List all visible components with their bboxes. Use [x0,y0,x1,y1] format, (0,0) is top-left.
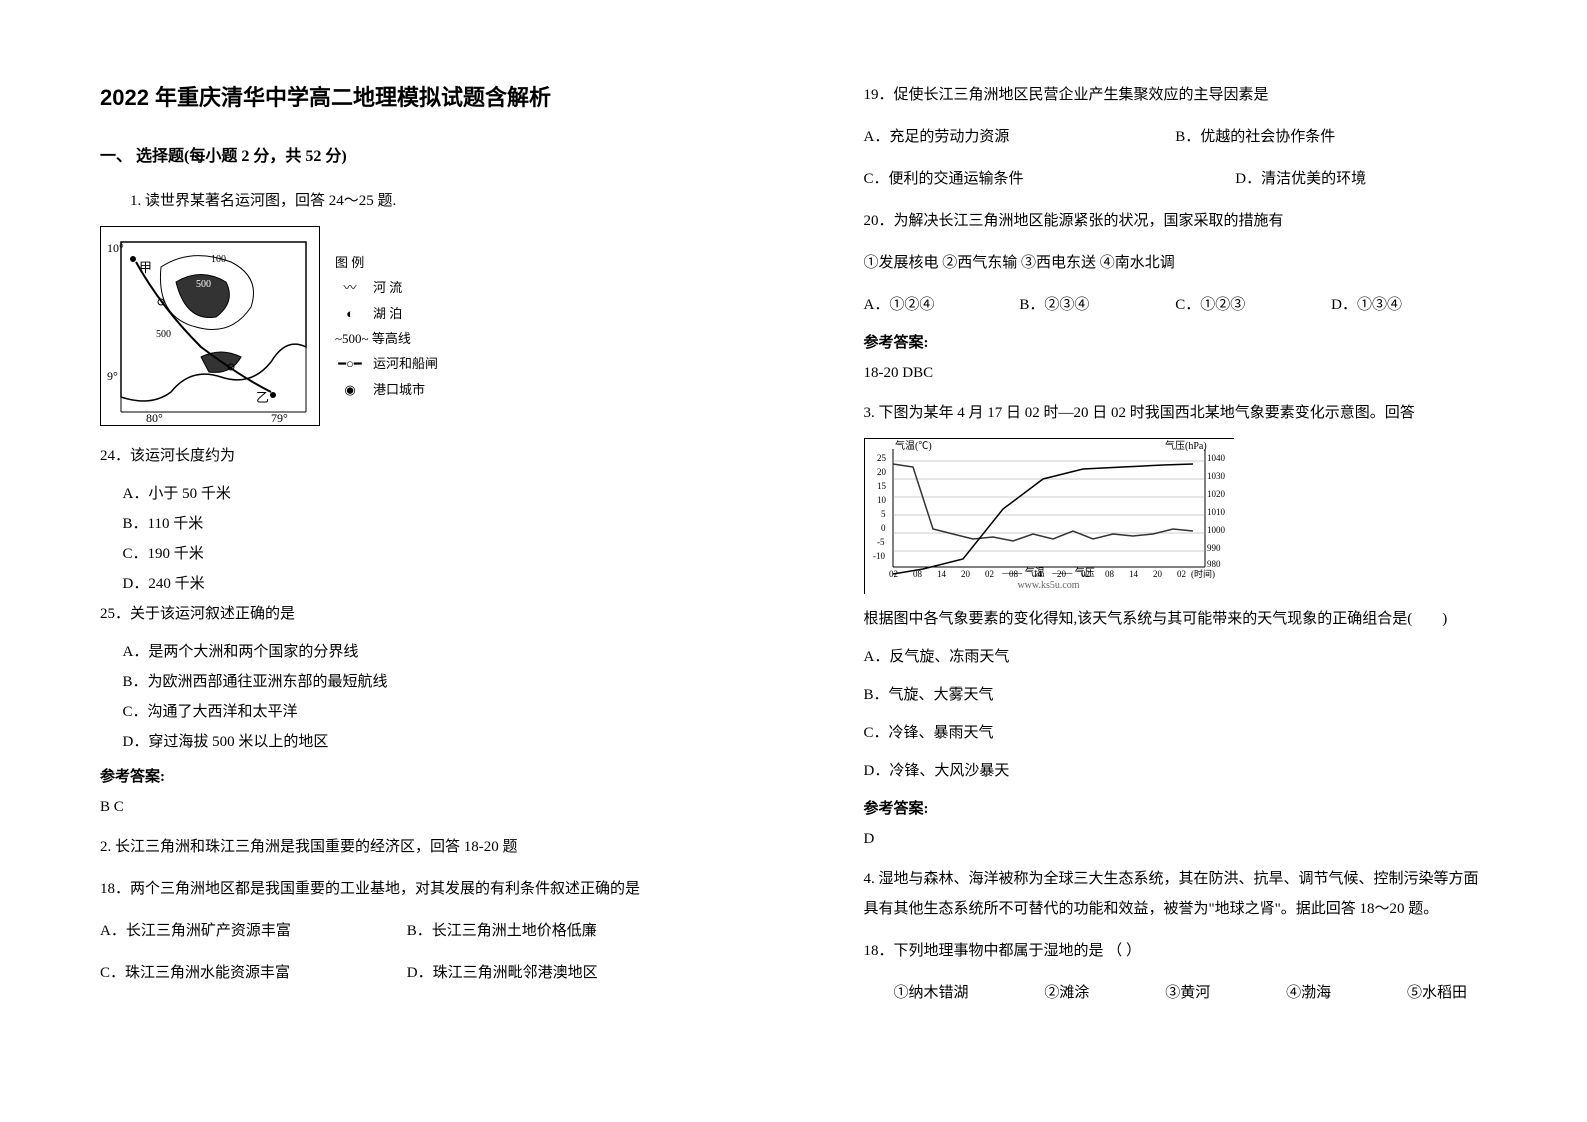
svg-text:1000: 1000 [1207,525,1226,535]
legend-title: 图 例 [335,251,364,274]
q18-a: A．长江三角洲矿产资源丰富 [100,916,407,946]
q20-stem: 20．为解决长江三角洲地区能源紧张的状况，国家采取的措施有 [864,206,1488,236]
q24-stem: 24．该运河长度约为 [100,441,714,471]
q18-d: D．珠江三角洲毗邻港澳地区 [407,958,714,988]
doc-title: 2022 年重庆清华中学高二地理模拟试题含解析 [100,80,714,112]
svg-text:气温(℃): 气温(℃) [895,439,932,452]
q19-d: D．清洁优美的环境 [1175,164,1487,194]
legend-contour: ~500~ 等高线 [335,327,411,350]
q25-stem: 25．关于该运河叙述正确的是 [100,599,714,629]
svg-text:100: 100 [211,254,226,265]
q19-b: B．优越的社会协作条件 [1175,122,1487,152]
q25-c: C．沟通了大西洋和太平洋 [100,697,714,727]
right-column: 19．促使长江三角洲地区民营企业产生集聚效应的主导因素是 A．充足的劳动力资源 … [794,80,1587,1122]
left-column: 2022 年重庆清华中学高二地理模拟试题含解析 一、 选择题(每小题 2 分，共… [0,80,794,1122]
canal-icon: ━○━ [335,352,365,375]
svg-text:500: 500 [156,329,171,340]
svg-text:990: 990 [1207,543,1221,553]
lake-icon: ◐ [335,302,365,325]
q20-d: D．①③④ [1331,290,1487,320]
q20-a: A．①②④ [864,290,1020,320]
q4-intro: 4. 湿地与森林、海洋被称为全球三大生态系统，其在防洪、抗旱、调节气候、控制污染… [864,864,1488,924]
ans2-content: 18-20 DBC [864,358,1488,388]
svg-text:80°: 80° [146,411,163,425]
q3-intro: 3. 下图为某年 4 月 17 日 02 时—20 日 02 时我国西北某地气象… [864,398,1488,428]
q4-item1: ①纳木错湖 [894,978,969,1008]
q4-item2: ②滩涂 [1044,978,1089,1008]
svg-text:10: 10 [877,495,887,505]
map-figure-container: 10° 9° 80° 79° 100 500 500 甲 乙 [100,226,714,426]
q3-d: D．冷锋、大风沙暴天 [864,756,1488,786]
svg-text:20: 20 [877,467,887,477]
q24-a: A．小于 50 千米 [100,479,714,509]
q20-items: ①发展核电 ②西气东输 ③西电东送 ④南水北调 [864,248,1488,278]
ans3-title: 参考答案: [864,794,1488,824]
q18-b: B．长江三角洲土地价格低廉 [407,916,714,946]
svg-text:500: 500 [196,279,211,290]
q24-b: B．110 千米 [100,509,714,539]
q18-stem: 18．两个三角洲地区都是我国重要的工业基地，对其发展的有利条件叙述正确的是 [100,874,714,904]
q24-c: C．190 千米 [100,539,714,569]
q4-item4: ④渤海 [1286,978,1331,1008]
svg-text:1010: 1010 [1207,507,1226,517]
q20-c: C．①②③ [1175,290,1331,320]
ans1-content: B C [100,792,714,822]
q2-intro: 2. 长江三角洲和珠江三角洲是我国重要的经济区，回答 18-20 题 [100,832,714,862]
svg-text:气压(hPa): 气压(hPa) [1165,439,1207,452]
river-icon: 〰 [335,276,365,299]
svg-text:9°: 9° [107,369,118,383]
port-icon: ◉ [335,378,365,401]
svg-text:1030: 1030 [1207,471,1226,481]
ans1-title: 参考答案: [100,762,714,792]
section-heading: 一、 选择题(每小题 2 分，共 52 分) [100,142,714,166]
svg-text:79°: 79° [271,411,288,425]
map-legend: 图 例 〰河 流 ◐ 湖 泊 ~500~ 等高线 ━○━ 运河和船闸 ◉ 港口城市 [335,249,438,403]
svg-text:-10: -10 [873,551,885,561]
q20-b: B．②③④ [1019,290,1175,320]
q3-b: B．气旋、大雾天气 [864,680,1488,710]
ans3-content: D [864,824,1488,854]
svg-text:甲: 甲 [139,260,152,275]
svg-text:15: 15 [877,481,887,491]
svg-text:-5: -5 [877,537,885,547]
legend-river: 河 流 [373,276,402,299]
svg-text:25: 25 [877,453,887,463]
legend-port: 港口城市 [373,378,425,401]
q4-18-stem: 18．下列地理事物中都属于湿地的是 （ ） [864,936,1488,966]
q3-c: C．冷锋、暴雨天气 [864,718,1488,748]
svg-text:1040: 1040 [1207,453,1226,463]
q19-c: C．便利的交通运输条件 [864,164,1176,194]
legend-canal: 运河和船闸 [373,352,438,375]
q1-intro: 1. 读世界某著名运河图，回答 24～25 题. [100,186,714,216]
ans2-title: 参考答案: [864,328,1488,358]
svg-text:0: 0 [881,523,886,533]
q25-b: B．为欧洲西部通往亚洲东部的最短航线 [100,667,714,697]
svg-text:乙: 乙 [256,390,269,405]
q19-stem: 19．促使长江三角洲地区民营企业产生集聚效应的主导因素是 [864,80,1488,110]
q25-a: A．是两个大洲和两个国家的分界线 [100,637,714,667]
q3-stem: 根据图中各气象要素的变化得知,该天气系统与其可能带来的天气现象的正确组合是( ) [864,604,1488,634]
q18-c: C．珠江三角洲水能资源丰富 [100,958,407,988]
svg-text:5: 5 [881,509,886,519]
q24-d: D．240 千米 [100,569,714,599]
q19-a: A．充足的劳动力资源 [864,122,1176,152]
q3-a: A．反气旋、冻雨天气 [864,642,1488,672]
svg-text:1020: 1020 [1207,489,1226,499]
q25-d: D．穿过海拔 500 米以上的地区 [100,727,714,757]
map-figure: 10° 9° 80° 79° 100 500 500 甲 乙 [100,226,320,426]
q4-item5: ⑤水稻田 [1407,978,1467,1008]
legend-lake: 湖 泊 [373,302,402,325]
q4-item3: ③黄河 [1165,978,1210,1008]
chart-legend: —— 气温 —— 气压 [865,564,1233,579]
chart-footer: www.ks5u.com [865,580,1233,591]
weather-chart: 气温(℃) 气压(hPa) 25 20 15 10 5 0 -5 -10 104… [864,438,1234,594]
